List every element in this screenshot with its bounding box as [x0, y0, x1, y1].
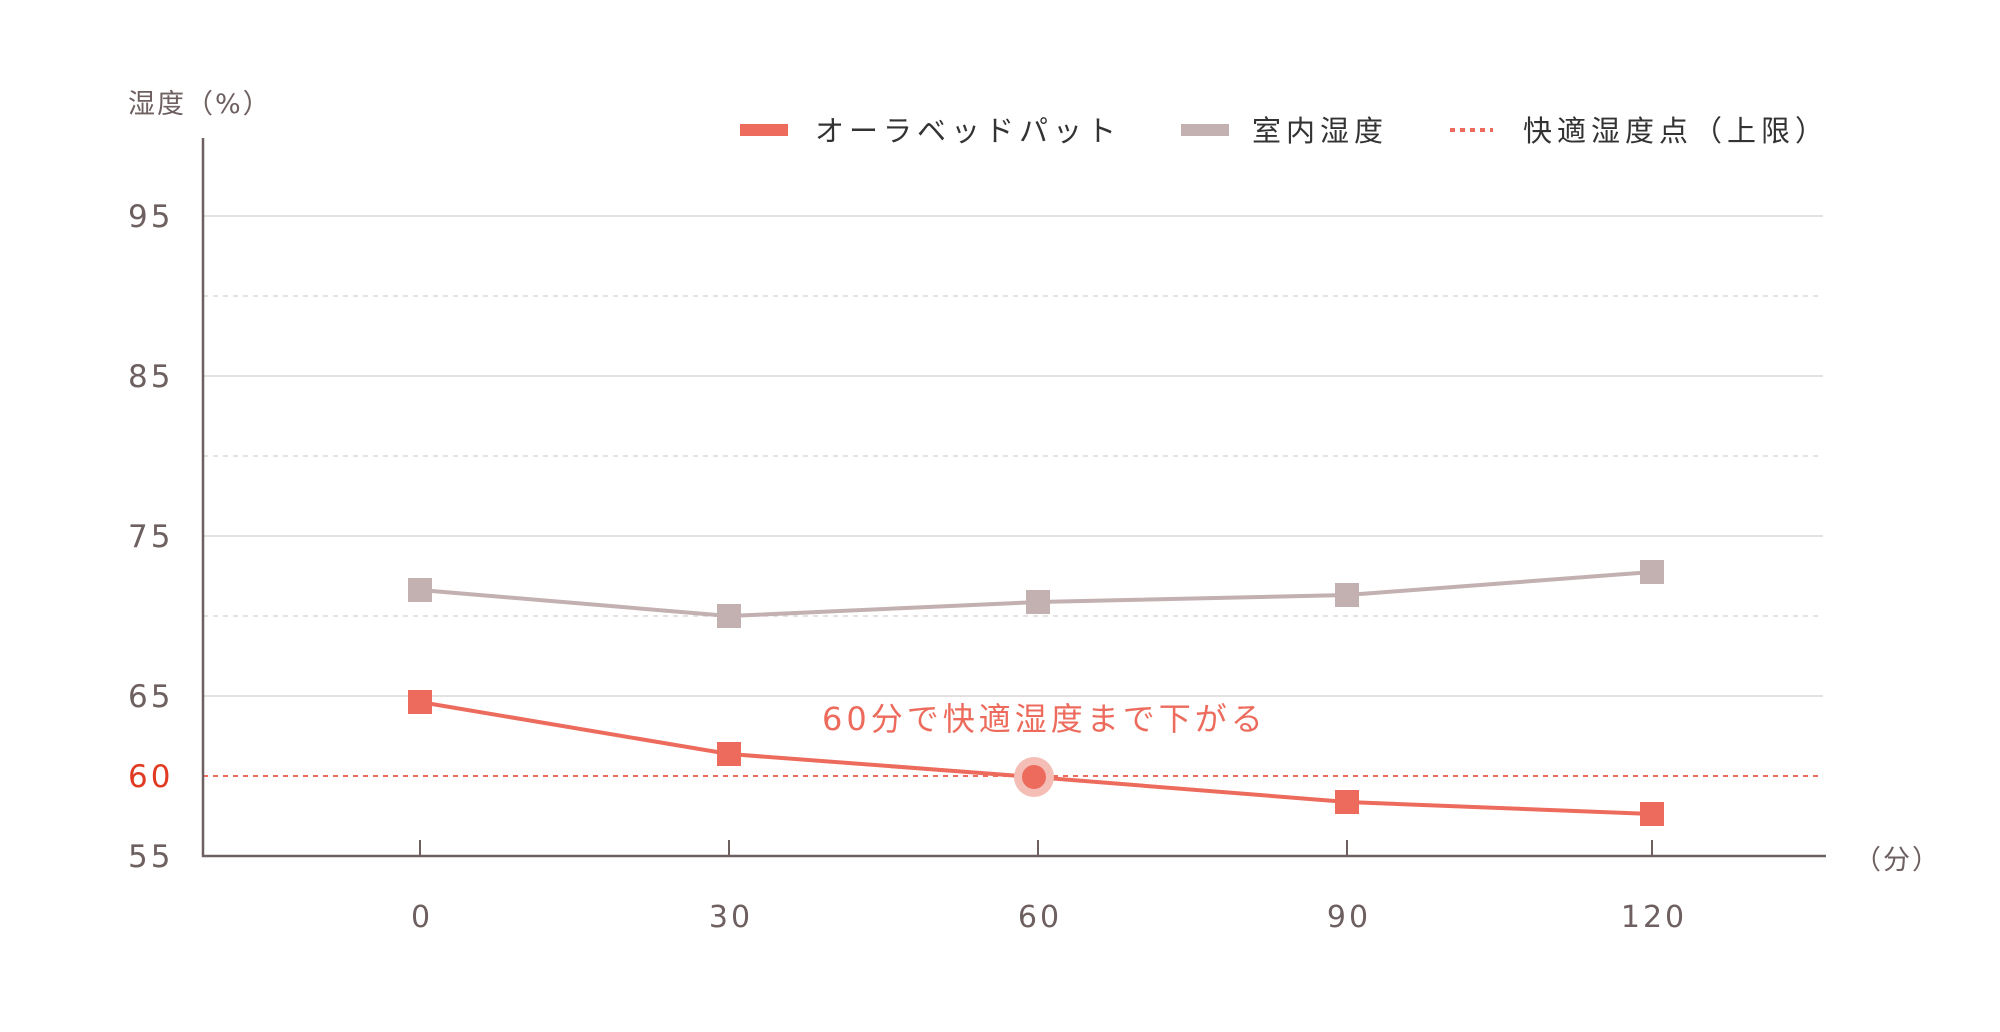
data-point-marker — [1640, 802, 1664, 826]
x-tick-label: 0 — [411, 900, 433, 935]
data-point-marker — [408, 578, 432, 602]
legend-swatch-aura-bed-pad — [740, 124, 788, 136]
legend-item-comfort-limit: 快適湿度点（上限） — [1450, 114, 1829, 148]
x-tick-label: 90 — [1327, 900, 1371, 935]
grid — [203, 215, 1823, 777]
y-axis-ticks: 95 85 75 65 60 55 — [128, 199, 173, 875]
x-tick-label: 60 — [1018, 900, 1062, 935]
data-point-marker — [717, 604, 741, 628]
legend: オーラベッドパット 室内湿度 快適湿度点（上限） — [740, 114, 1829, 148]
data-point-marker — [1640, 560, 1664, 584]
y-axis-title: 湿度（%） — [128, 89, 272, 120]
x-axis-unit: （分） — [1854, 845, 1941, 876]
legend-item-aura-bed-pad: オーラベッドパット — [740, 114, 1121, 148]
y-tick-label: 85 — [128, 359, 173, 395]
y-tick-label: 65 — [128, 679, 173, 715]
legend-label-room-humidity: 室内湿度 — [1252, 114, 1388, 148]
data-point-marker — [1026, 590, 1050, 614]
y-tick-label: 55 — [128, 839, 173, 875]
data-point-marker — [408, 690, 432, 714]
legend-item-room-humidity: 室内湿度 — [1181, 114, 1388, 148]
y-tick-label-highlight: 60 — [128, 759, 173, 795]
data-point-marker — [1335, 583, 1359, 607]
legend-label-comfort-limit: 快適湿度点（上限） — [1523, 114, 1829, 148]
highlight-point — [1022, 765, 1046, 789]
series-aura-bed-pad — [408, 690, 1664, 826]
x-tick-label: 120 — [1621, 900, 1687, 935]
y-tick-label: 95 — [128, 199, 173, 235]
series-room-humidity — [408, 560, 1664, 628]
x-axis-ticks: 0 30 60 90 120 （分） — [411, 840, 1941, 935]
legend-swatch-room-humidity — [1181, 124, 1229, 136]
data-point-marker — [1335, 790, 1359, 814]
data-point-marker — [717, 742, 741, 766]
x-tick-label: 30 — [709, 900, 753, 935]
annotation-text: 60分で快適湿度まで下がる — [822, 700, 1267, 738]
legend-label-aura-bed-pad: オーラベッドパット — [815, 114, 1121, 148]
y-tick-label: 75 — [128, 519, 173, 555]
